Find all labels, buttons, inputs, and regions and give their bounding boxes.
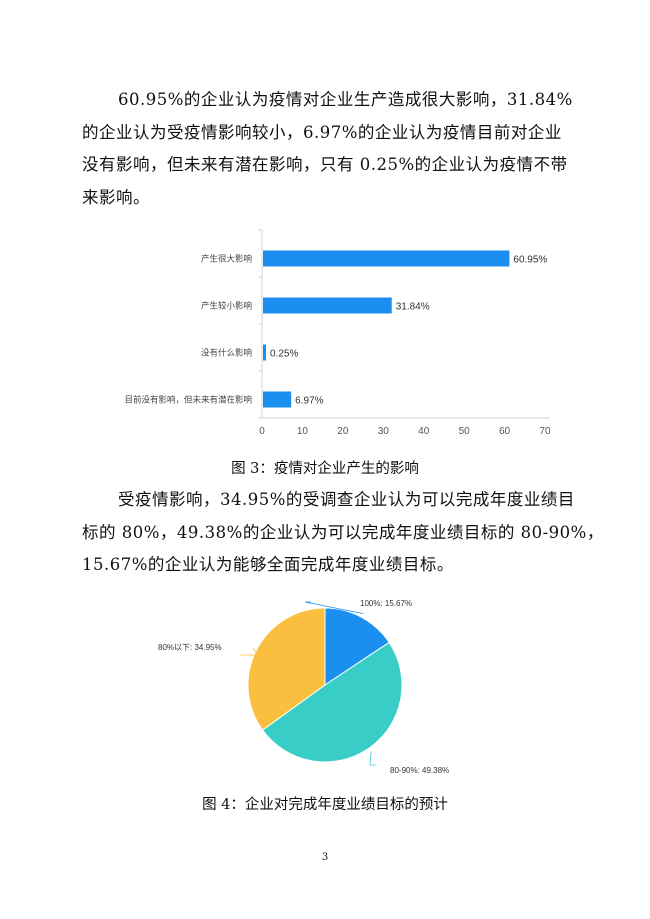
target-pie-chart: 100%: 15.67% 80-90%: 49.38% 80%以下: 34.95%	[158, 599, 449, 775]
paragraph-1: 60.95%的企业认为疫情对企业生产造成很大影响，31.84% 的企业认为受疫情…	[82, 84, 572, 214]
pie-slice	[247, 607, 326, 731]
x-tick-label: 10	[297, 426, 309, 437]
page-number: 3	[321, 852, 329, 863]
category-label: 目前没有影响，但未来有潜在影响	[124, 395, 252, 405]
slice-label: 80%以下: 34.95%	[158, 643, 222, 652]
pie-slice	[261, 641, 403, 763]
figure-3-caption: 图 3：疫情对企业产生的影响	[231, 461, 419, 477]
category-label: 没有什么影响	[201, 348, 252, 358]
bar	[263, 250, 510, 267]
label-leader-line	[240, 647, 259, 656]
x-tick-label: 0	[259, 426, 265, 437]
bar-value-label: 31.84%	[396, 302, 430, 313]
pie-slice	[324, 607, 390, 686]
text-line: 60.95%的企业认为疫情对企业生产造成很大影响，31.84%	[118, 90, 573, 109]
bar	[263, 297, 392, 314]
label-leader-line	[369, 751, 376, 766]
slice-label: 80-90%: 49.38%	[390, 766, 449, 775]
text-line: 的企业认为受疫情影响较小，6.97%的企业认为疫情目前对企业	[82, 122, 562, 142]
text-line: 标的 80%，49.38%的企业认为可以完成年度业绩目标的 80-90%，	[82, 522, 604, 542]
x-tick-label: 40	[418, 426, 430, 437]
label-leader-line	[304, 601, 364, 615]
text-line: 15.67%的企业认为能够全面完成年度业绩目标。	[82, 555, 454, 574]
bar-value-label: 0.25%	[270, 349, 298, 360]
slice-label: 100%: 15.67%	[360, 599, 412, 608]
figure-4-caption: 图 4：企业对完成年度业绩目标的预计	[202, 797, 448, 813]
text-line: 来影响。	[82, 187, 150, 207]
x-tick-label: 20	[337, 426, 349, 437]
x-tick-label: 70	[539, 426, 551, 437]
impact-bar-chart: 0 10 20 30 40 50 60 70 产生很大影响 60.95% 产生较小影响 31.84% 没…	[124, 229, 551, 437]
category-label: 产生较小影响	[201, 301, 252, 311]
category-label: 产生很大影响	[201, 254, 252, 264]
text-line: 没有影响，但未来有潜在影响，只有 0.25%的企业认为疫情不带	[82, 155, 568, 174]
x-tick-label: 50	[459, 426, 471, 437]
text-line: 受疫情影响，34.95%的受调查企业认为可以完成年度业绩目	[118, 490, 575, 509]
bar	[263, 391, 292, 408]
x-tick-label: 60	[499, 426, 511, 437]
bar-value-label: 6.97%	[295, 396, 323, 407]
paragraph-2: 受疫情影响，34.95%的受调查企业认为可以完成年度业绩目 标的 80%，49.…	[82, 484, 604, 582]
bar	[263, 344, 266, 361]
bar-value-label: 60.95%	[513, 255, 547, 266]
x-tick-label: 30	[378, 426, 390, 437]
